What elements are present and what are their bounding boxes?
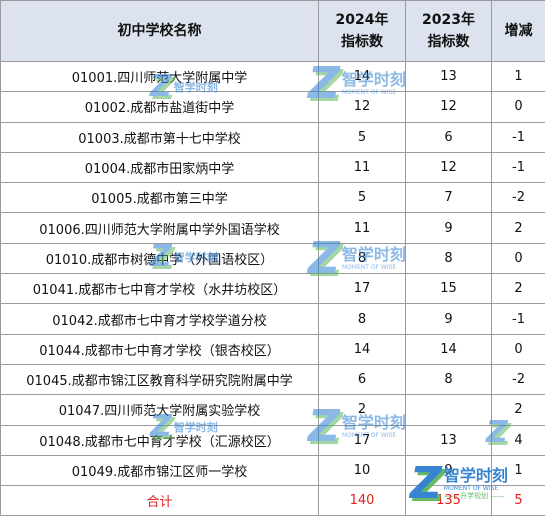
change-cell: -1: [492, 122, 545, 152]
total-2024: 140: [319, 486, 406, 516]
quota-2024-cell: 6: [319, 364, 406, 394]
quota-2024-cell: 14: [319, 62, 406, 92]
quota-2023-cell: 13: [406, 425, 492, 455]
school-name-cell: 01004.成都市田家炳中学: [1, 152, 319, 182]
quota-2023-cell: 6: [406, 122, 492, 152]
quota-2024-cell: 17: [319, 274, 406, 304]
quota-2024-cell: 8: [319, 243, 406, 273]
header-school-name: 初中学校名称: [1, 1, 319, 62]
school-name-cell: 01006.四川师范大学附属中学外国语学校: [1, 213, 319, 243]
quota-2023-cell: 13: [406, 62, 492, 92]
change-cell: -1: [492, 304, 545, 334]
quota-2024-cell: 10: [319, 455, 406, 485]
total-2023: 135: [406, 486, 492, 516]
quota-2024-cell: 5: [319, 122, 406, 152]
school-name-cell: 01010.成都市树德中学（外国语校区）: [1, 243, 319, 273]
quota-2023-cell: 12: [406, 152, 492, 182]
header-2023-quota: 2023年 指标数: [406, 1, 492, 62]
school-name-cell: 01005.成都市第三中学: [1, 183, 319, 213]
change-cell: 0: [492, 243, 545, 273]
change-cell: 2: [492, 274, 545, 304]
quota-2023-cell: 8: [406, 243, 492, 273]
total-change: 5: [492, 486, 545, 516]
quota-2024-cell: 5: [319, 183, 406, 213]
total-label: 合计: [1, 486, 319, 516]
school-name-cell: 01047.四川师范大学附属实验学校: [1, 395, 319, 425]
quota-2023-cell: 15: [406, 274, 492, 304]
header-2023-label: 指标数: [406, 31, 491, 53]
school-name-cell: 01048.成都市七中育才学校（汇源校区）: [1, 425, 319, 455]
header-2024-quota: 2024年 指标数: [319, 1, 406, 62]
quota-2023-cell: 14: [406, 334, 492, 364]
change-cell: 2: [492, 395, 545, 425]
quota-2024-cell: 2: [319, 395, 406, 425]
header-change: 增减: [492, 1, 545, 62]
quota-2023-cell: 9: [406, 455, 492, 485]
quota-2023-cell: 12: [406, 92, 492, 122]
change-cell: 0: [492, 334, 545, 364]
school-name-cell: 01002.成都市盐道街中学: [1, 92, 319, 122]
change-cell: 1: [492, 455, 545, 485]
quota-2024-cell: 12: [319, 92, 406, 122]
quota-2024-cell: 14: [319, 334, 406, 364]
quota-2023-cell: 7: [406, 183, 492, 213]
school-name-cell: 01042.成都市七中育才学校学道分校: [1, 304, 319, 334]
school-name-cell: 01049.成都市锦江区师一学校: [1, 455, 319, 485]
quota-2024-cell: 11: [319, 152, 406, 182]
change-cell: 0: [492, 92, 545, 122]
quota-2024-cell: 11: [319, 213, 406, 243]
change-cell: -2: [492, 364, 545, 394]
quota-2023-cell: 9: [406, 213, 492, 243]
total-row: 合计 140 135 5: [1, 486, 545, 516]
change-cell: -2: [492, 183, 545, 213]
school-name-cell: 01041.成都市七中育才学校（水井坊校区）: [1, 274, 319, 304]
quota-2024-cell: 8: [319, 304, 406, 334]
school-name-cell: 01003.成都市第十七中学校: [1, 122, 319, 152]
header-2024-label: 指标数: [319, 31, 405, 53]
change-cell: 1: [492, 62, 545, 92]
school-name-cell: 01045.成都市锦江区教育科学研究院附属中学: [1, 364, 319, 394]
header-2024-year: 2024年: [319, 9, 405, 31]
quota-2024-cell: 17: [319, 425, 406, 455]
quota-2023-cell: 9: [406, 304, 492, 334]
change-cell: 4: [492, 425, 545, 455]
change-cell: 2: [492, 213, 545, 243]
header-2023-year: 2023年: [406, 9, 491, 31]
change-cell: -1: [492, 152, 545, 182]
school-name-cell: 01044.成都市七中育才学校（银杏校区）: [1, 334, 319, 364]
school-name-cell: 01001.四川师范大学附属中学: [1, 62, 319, 92]
header-row: 初中学校名称 2024年 指标数 2023年 指标数 增减: [1, 1, 545, 62]
quota-2023-cell: 8: [406, 364, 492, 394]
quota-2023-cell: [406, 395, 492, 425]
